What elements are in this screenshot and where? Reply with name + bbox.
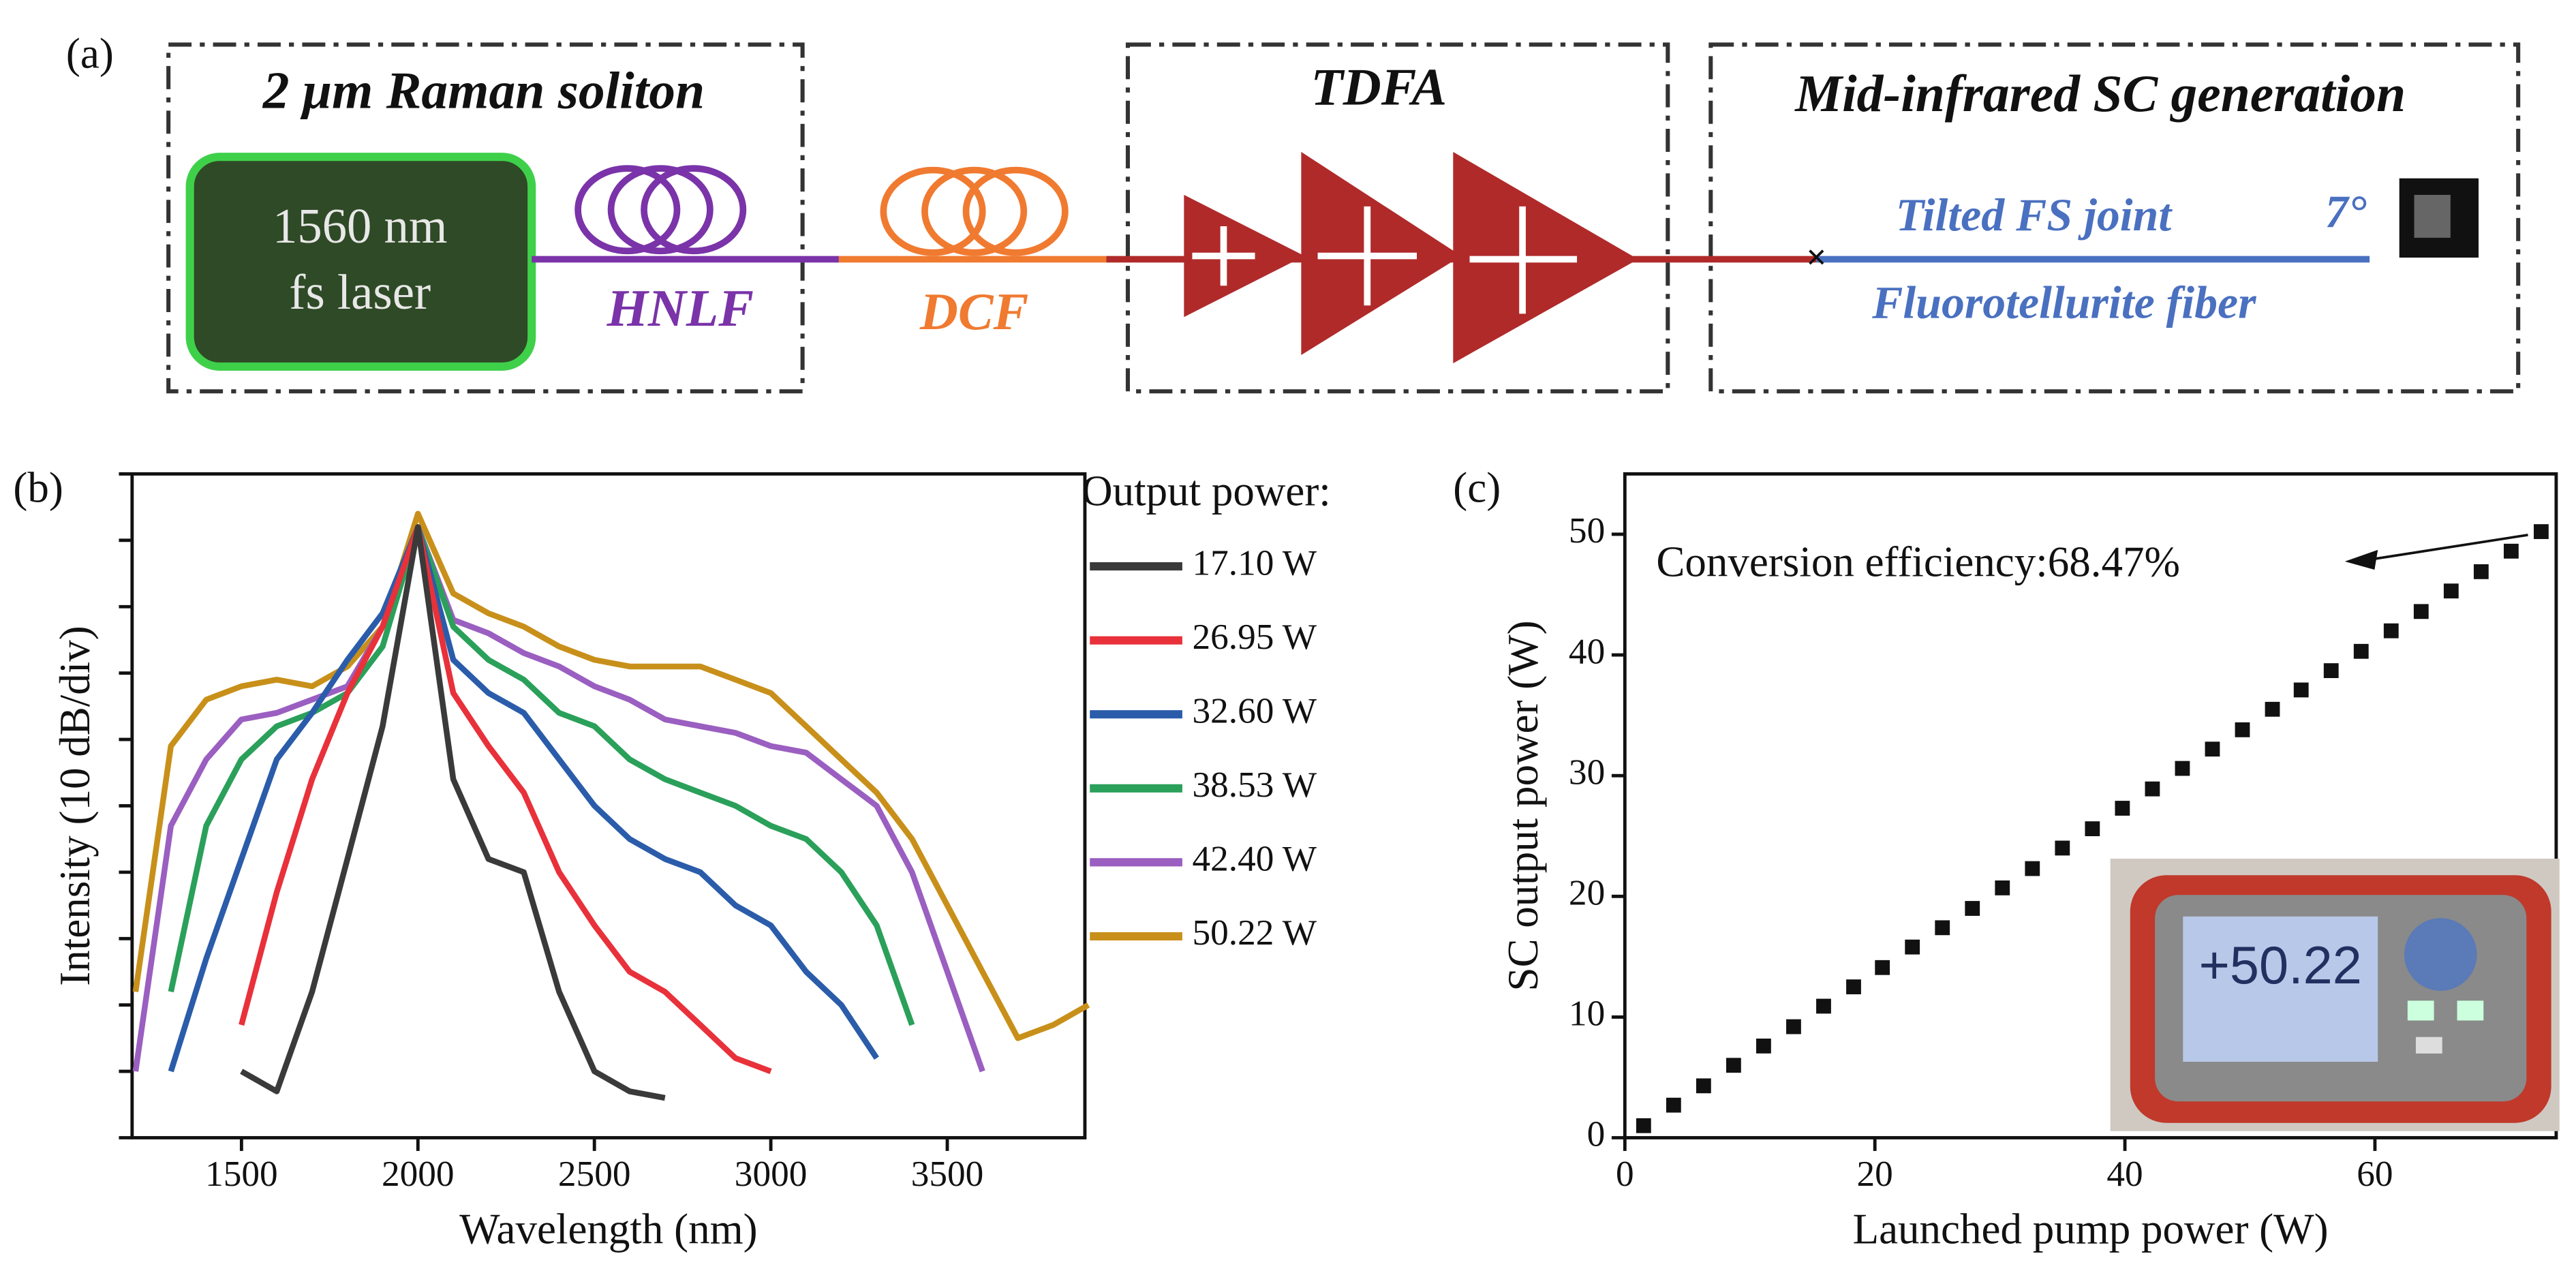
section-title: TDFA [1310, 57, 1447, 116]
spectrum-line [168, 524, 879, 1073]
legend-title: Output power: [1082, 467, 1331, 515]
x-axis-label: Launched pump power (W) [1853, 1205, 2329, 1253]
legend-label: 17.10 W [1192, 542, 1317, 583]
panel-label: (c) [1453, 464, 1501, 512]
y-tick-label: 10 [1569, 994, 1605, 1034]
section-box [1708, 42, 2521, 394]
x-tick-label: 60 [2357, 1154, 2393, 1194]
fiber-label: DCF [919, 282, 1028, 341]
joint-label: Tilted FS joint [1896, 189, 2173, 241]
device-screen [2183, 916, 2378, 1062]
annotation-arrow [2357, 534, 2528, 563]
data-point [2115, 801, 2130, 816]
legend-label: 50.22 W [1192, 913, 1317, 953]
data-point [2145, 781, 2160, 797]
legend-label: 32.60 W [1192, 690, 1317, 731]
data-point [1875, 960, 1890, 975]
data-point [2443, 583, 2459, 599]
angle-label: 7° [2325, 186, 2367, 237]
data-point [2383, 623, 2399, 639]
x-tick-label: 1500 [205, 1154, 278, 1194]
data-point [2534, 524, 2549, 539]
y-tick-label: 0 [1587, 1114, 1606, 1154]
data-point [2503, 543, 2519, 559]
section-box [1125, 42, 1670, 394]
plot-frame [1623, 472, 2558, 1139]
device-button [2415, 1037, 2442, 1054]
x-tick-label: 3000 [735, 1154, 808, 1194]
data-point [2085, 821, 2100, 837]
data-point [1905, 939, 1920, 955]
y-axis-label: SC output power (W) [1499, 620, 1547, 991]
y-tick-label: 50 [1569, 510, 1605, 551]
data-point [2413, 604, 2429, 619]
legend-label: 38.53 W [1192, 765, 1317, 805]
y-tick-label: 40 [1569, 631, 1605, 671]
data-point [1636, 1118, 1651, 1133]
x-tick-label: 40 [2106, 1154, 2143, 1194]
arrow-head [2344, 549, 2378, 570]
laser-label: fs laser [289, 264, 431, 320]
data-point [2175, 761, 2190, 776]
x-tick-label: 3500 [911, 1154, 984, 1194]
data-point [1786, 1019, 1801, 1034]
spectrum-line [132, 524, 985, 1073]
fiber-label: HNLF [607, 279, 754, 337]
laser-label: 1560 nm [273, 198, 447, 254]
spectrum-line [132, 510, 1090, 1041]
y-tick-label: 30 [1569, 752, 1605, 792]
device-button [2404, 918, 2477, 991]
device-button [2457, 1000, 2484, 1021]
data-point [2055, 840, 2070, 856]
section-title: Mid-infrared SC generation [1794, 64, 2406, 123]
data-point [1756, 1038, 1771, 1054]
data-point [1935, 920, 1950, 936]
x-tick-label: 2000 [382, 1154, 455, 1194]
x-tick-label: 0 [1616, 1154, 1634, 1194]
device-display: +50.22 [2199, 936, 2362, 995]
plot-frame [130, 472, 1087, 1139]
data-point [1846, 979, 1861, 995]
laser [185, 153, 536, 371]
panel-label: (a) [66, 29, 114, 77]
y-tick-label: 20 [1569, 873, 1605, 913]
data-point [1726, 1058, 1741, 1073]
data-point [1666, 1097, 1681, 1113]
data-point [1965, 901, 1980, 916]
fiber-label: Fluorotellurite fiber [1871, 277, 2256, 328]
x-axis-label: Wavelength (nm) [459, 1205, 758, 1253]
data-point [2025, 861, 2040, 876]
spectrum-line [240, 524, 666, 1101]
panel-label: (b) [13, 464, 63, 512]
legend-label: 26.95 W [1192, 617, 1317, 657]
joint-marker: × [1806, 237, 1826, 277]
x-tick-label: 2500 [558, 1154, 631, 1194]
coil [574, 165, 747, 255]
section-title: 2 μm Raman soliton [262, 61, 705, 119]
legend-label: 42.40 W [1192, 839, 1317, 879]
data-point [2473, 564, 2489, 579]
y-axis-label: Intensity (10 dB/div) [51, 626, 99, 985]
data-point [1995, 880, 2010, 895]
data-point [1816, 998, 1831, 1014]
section-box [166, 42, 805, 394]
data-point [2353, 643, 2369, 659]
plus-sign [1192, 206, 1578, 314]
data-point [1696, 1078, 1711, 1094]
detector [2414, 194, 2451, 238]
data-point [2265, 701, 2280, 717]
coil [880, 166, 1069, 256]
data-point [2235, 722, 2250, 737]
device-button [2407, 1000, 2434, 1021]
spectrum-line [168, 524, 915, 1026]
x-tick-label: 20 [1857, 1154, 1893, 1194]
data-point [2323, 663, 2339, 679]
spectrum-line [239, 524, 772, 1075]
data-point [2205, 741, 2220, 757]
data-point [2293, 682, 2309, 698]
annotation: Conversion efficiency:68.47% [1656, 538, 2180, 586]
